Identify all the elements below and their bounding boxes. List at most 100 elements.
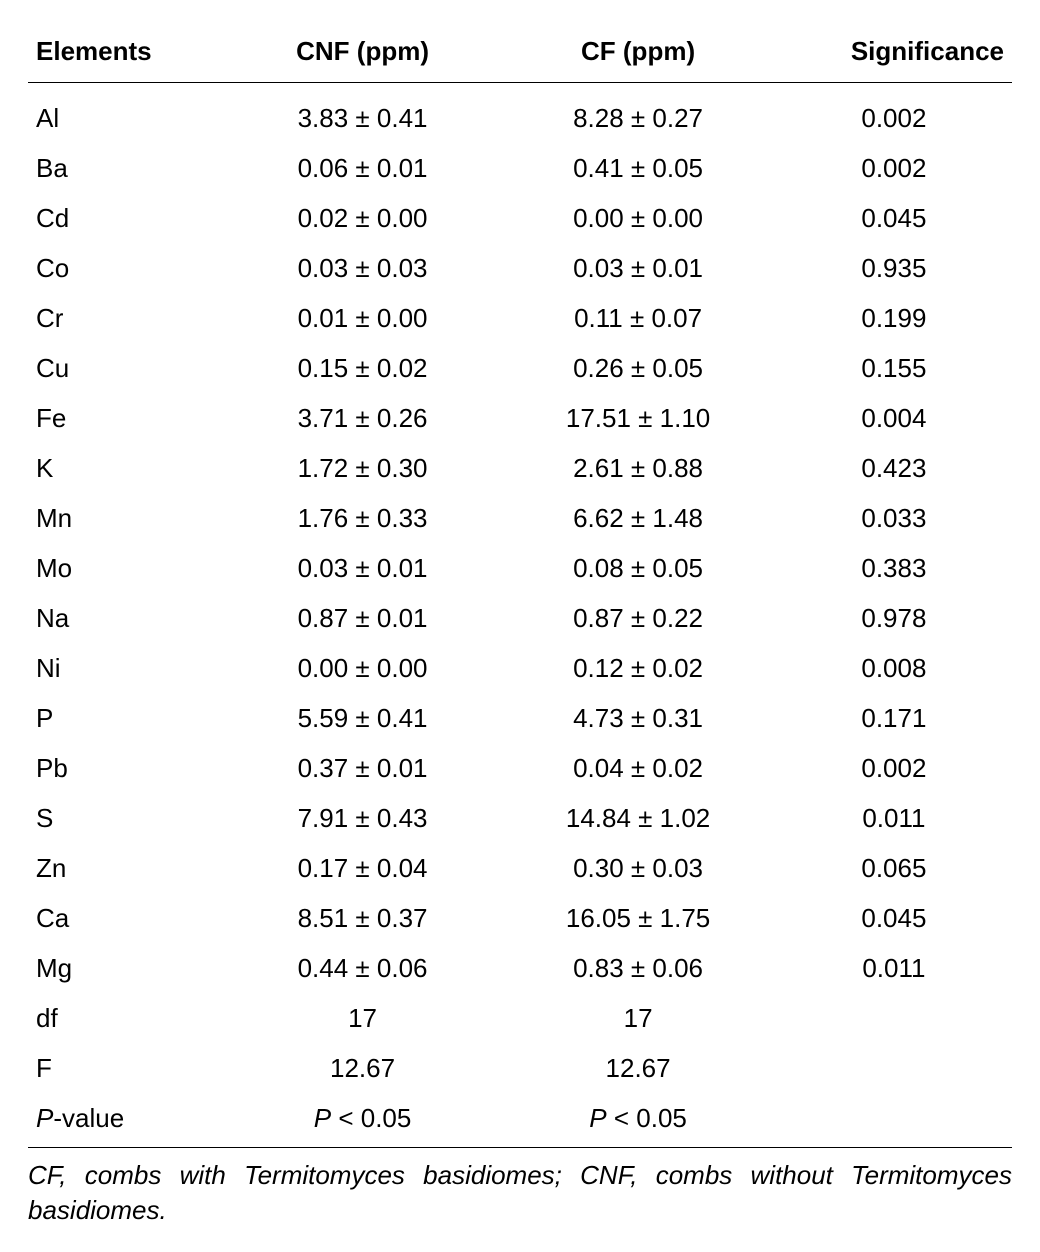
- col-header-elements: Elements: [28, 24, 225, 83]
- cell-cnf: 0.00 ± 0.00: [225, 643, 501, 693]
- elements-table: Elements CNF (ppm) CF (ppm) Significance…: [28, 24, 1012, 1148]
- cell-significance: 0.011: [776, 793, 1012, 843]
- cell-element: Pb: [28, 743, 225, 793]
- cell-cf: 0.04 ± 0.02: [500, 743, 776, 793]
- cell-cf: 0.00 ± 0.00: [500, 193, 776, 243]
- cell-cf: 0.83 ± 0.06: [500, 943, 776, 993]
- cell-significance: 0.199: [776, 293, 1012, 343]
- cell-significance: 0.008: [776, 643, 1012, 693]
- cell-pvalue-label: P-value: [28, 1093, 225, 1148]
- cell-cf: 0.87 ± 0.22: [500, 593, 776, 643]
- cell-significance: 0.045: [776, 893, 1012, 943]
- table-row: P5.59 ± 0.414.73 ± 0.310.171: [28, 693, 1012, 743]
- table-row: K1.72 ± 0.302.61 ± 0.880.423: [28, 443, 1012, 493]
- cell-significance: 0.935: [776, 243, 1012, 293]
- cell-significance: [776, 993, 1012, 1043]
- table-row: Mn1.76 ± 0.336.62 ± 1.480.033: [28, 493, 1012, 543]
- table-row: Ca8.51 ± 0.3716.05 ± 1.750.045: [28, 893, 1012, 943]
- cell-cnf: P < 0.05: [225, 1093, 501, 1148]
- cell-cnf: 0.87 ± 0.01: [225, 593, 501, 643]
- table-summary-row: df1717: [28, 993, 1012, 1043]
- cell-element: Fe: [28, 393, 225, 443]
- cell-cf: 6.62 ± 1.48: [500, 493, 776, 543]
- cell-significance: 0.033: [776, 493, 1012, 543]
- cell-cnf: 0.03 ± 0.01: [225, 543, 501, 593]
- cell-summary-label: df: [28, 993, 225, 1043]
- cell-cnf: 3.83 ± 0.41: [225, 83, 501, 144]
- cell-cnf: 0.37 ± 0.01: [225, 743, 501, 793]
- cell-significance: 0.002: [776, 83, 1012, 144]
- cell-significance: [776, 1043, 1012, 1093]
- cell-element: Zn: [28, 843, 225, 893]
- table-row: Cd0.02 ± 0.000.00 ± 0.000.045: [28, 193, 1012, 243]
- cell-significance: 0.155: [776, 343, 1012, 393]
- cell-significance: 0.004: [776, 393, 1012, 443]
- cell-cnf: 1.72 ± 0.30: [225, 443, 501, 493]
- table-body: Al3.83 ± 0.418.28 ± 0.270.002Ba0.06 ± 0.…: [28, 83, 1012, 1148]
- cell-element: Mg: [28, 943, 225, 993]
- table-row: Al3.83 ± 0.418.28 ± 0.270.002: [28, 83, 1012, 144]
- col-header-cnf: CNF (ppm): [225, 24, 501, 83]
- cell-significance: 0.045: [776, 193, 1012, 243]
- cell-cf: 0.12 ± 0.02: [500, 643, 776, 693]
- cell-cnf: 0.15 ± 0.02: [225, 343, 501, 393]
- cell-cf: 0.03 ± 0.01: [500, 243, 776, 293]
- cell-cf: 14.84 ± 1.02: [500, 793, 776, 843]
- table-row: Zn0.17 ± 0.040.30 ± 0.030.065: [28, 843, 1012, 893]
- cell-significance: 0.065: [776, 843, 1012, 893]
- table-pvalue-row: P-valueP < 0.05P < 0.05: [28, 1093, 1012, 1148]
- table-footnote: CF, combs with Termitomyces basidiomes; …: [28, 1148, 1012, 1228]
- cell-cnf: 0.17 ± 0.04: [225, 843, 501, 893]
- cell-significance: 0.978: [776, 593, 1012, 643]
- cell-cf: 0.11 ± 0.07: [500, 293, 776, 343]
- cell-cnf: 17: [225, 993, 501, 1043]
- col-header-cf: CF (ppm): [500, 24, 776, 83]
- cell-significance: 0.002: [776, 743, 1012, 793]
- table-row: Mo0.03 ± 0.010.08 ± 0.050.383: [28, 543, 1012, 593]
- cell-element: Cd: [28, 193, 225, 243]
- cell-element: S: [28, 793, 225, 843]
- cell-significance: 0.011: [776, 943, 1012, 993]
- cell-cnf: 12.67: [225, 1043, 501, 1093]
- cell-cnf: 0.02 ± 0.00: [225, 193, 501, 243]
- cell-element: P: [28, 693, 225, 743]
- cell-cf: 4.73 ± 0.31: [500, 693, 776, 743]
- cell-cnf: 1.76 ± 0.33: [225, 493, 501, 543]
- table-row: Cu0.15 ± 0.020.26 ± 0.050.155: [28, 343, 1012, 393]
- cell-cnf: 0.06 ± 0.01: [225, 143, 501, 193]
- col-header-significance: Significance: [776, 24, 1012, 83]
- table-row: Na0.87 ± 0.010.87 ± 0.220.978: [28, 593, 1012, 643]
- cell-element: K: [28, 443, 225, 493]
- cell-significance: [776, 1093, 1012, 1148]
- table-row: Co0.03 ± 0.030.03 ± 0.010.935: [28, 243, 1012, 293]
- cell-element: Ba: [28, 143, 225, 193]
- cell-cf: 16.05 ± 1.75: [500, 893, 776, 943]
- table-summary-row: F12.6712.67: [28, 1043, 1012, 1093]
- cell-cf: 0.41 ± 0.05: [500, 143, 776, 193]
- cell-cnf: 7.91 ± 0.43: [225, 793, 501, 843]
- cell-cnf: 0.44 ± 0.06: [225, 943, 501, 993]
- cell-element: Na: [28, 593, 225, 643]
- cell-element: Cu: [28, 343, 225, 393]
- cell-cf: P < 0.05: [500, 1093, 776, 1148]
- cell-cf: 12.67: [500, 1043, 776, 1093]
- table-row: Pb0.37 ± 0.010.04 ± 0.020.002: [28, 743, 1012, 793]
- cell-cnf: 8.51 ± 0.37: [225, 893, 501, 943]
- cell-summary-label: F: [28, 1043, 225, 1093]
- table-row: Mg0.44 ± 0.060.83 ± 0.060.011: [28, 943, 1012, 993]
- table-row: Ni0.00 ± 0.000.12 ± 0.020.008: [28, 643, 1012, 693]
- table-row: Ba0.06 ± 0.010.41 ± 0.050.002: [28, 143, 1012, 193]
- cell-cnf: 0.03 ± 0.03: [225, 243, 501, 293]
- cell-element: Cr: [28, 293, 225, 343]
- cell-element: Al: [28, 83, 225, 144]
- table-header-row: Elements CNF (ppm) CF (ppm) Significance: [28, 24, 1012, 83]
- table-row: Fe3.71 ± 0.2617.51 ± 1.100.004: [28, 393, 1012, 443]
- cell-element: Ca: [28, 893, 225, 943]
- cell-cf: 2.61 ± 0.88: [500, 443, 776, 493]
- cell-significance: 0.423: [776, 443, 1012, 493]
- cell-cf: 17.51 ± 1.10: [500, 393, 776, 443]
- cell-element: Co: [28, 243, 225, 293]
- cell-significance: 0.002: [776, 143, 1012, 193]
- cell-significance: 0.171: [776, 693, 1012, 743]
- cell-significance: 0.383: [776, 543, 1012, 593]
